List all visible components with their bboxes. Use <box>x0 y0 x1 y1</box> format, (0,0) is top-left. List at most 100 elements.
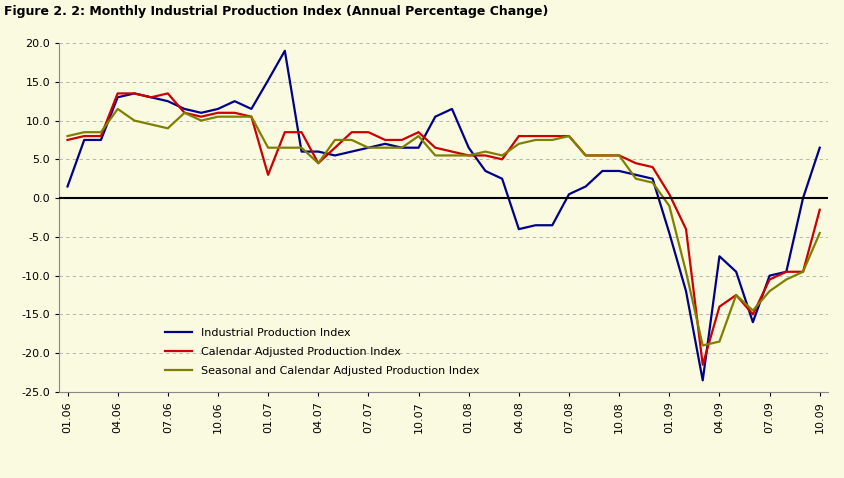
Seasonal and Calendar Adjusted Production Index <box>446 152 457 158</box>
Industrial Production Index <box>463 145 473 151</box>
Seasonal and Calendar Adjusted Production Index <box>262 145 273 151</box>
Seasonal and Calendar Adjusted Production Index <box>630 176 641 182</box>
Industrial Production Index <box>213 106 223 112</box>
Seasonal and Calendar Adjusted Production Index <box>730 292 740 298</box>
Seasonal and Calendar Adjusted Production Index <box>129 118 139 123</box>
Industrial Production Index <box>614 168 624 174</box>
Seasonal and Calendar Adjusted Production Index <box>413 133 423 139</box>
Calendar Adjusted Production Index <box>279 130 289 135</box>
Industrial Production Index <box>413 145 423 151</box>
Seasonal and Calendar Adjusted Production Index <box>146 121 156 127</box>
Seasonal and Calendar Adjusted Production Index <box>380 145 390 151</box>
Calendar Adjusted Production Index <box>413 130 423 135</box>
Industrial Production Index <box>129 90 139 96</box>
Industrial Production Index <box>697 378 707 383</box>
Line: Industrial Production Index: Industrial Production Index <box>68 51 819 380</box>
Calendar Adjusted Production Index <box>129 90 139 96</box>
Industrial Production Index <box>262 77 273 83</box>
Calendar Adjusted Production Index <box>713 304 723 310</box>
Seasonal and Calendar Adjusted Production Index <box>163 125 173 131</box>
Industrial Production Index <box>79 137 89 143</box>
Seasonal and Calendar Adjusted Production Index <box>397 145 407 151</box>
Seasonal and Calendar Adjusted Production Index <box>513 141 523 147</box>
Calendar Adjusted Production Index <box>95 133 106 139</box>
Calendar Adjusted Production Index <box>580 152 590 158</box>
Line: Seasonal and Calendar Adjusted Production Index: Seasonal and Calendar Adjusted Productio… <box>68 109 819 346</box>
Calendar Adjusted Production Index <box>79 133 89 139</box>
Calendar Adjusted Production Index <box>196 114 206 120</box>
Calendar Adjusted Production Index <box>680 226 690 232</box>
Industrial Production Index <box>146 95 156 100</box>
Calendar Adjusted Production Index <box>380 137 390 143</box>
Calendar Adjusted Production Index <box>697 362 707 368</box>
Seasonal and Calendar Adjusted Production Index <box>95 130 106 135</box>
Seasonal and Calendar Adjusted Production Index <box>680 269 690 275</box>
Industrial Production Index <box>647 176 657 182</box>
Seasonal and Calendar Adjusted Production Index <box>279 145 289 151</box>
Calendar Adjusted Production Index <box>597 152 607 158</box>
Industrial Production Index <box>296 149 306 154</box>
Seasonal and Calendar Adjusted Production Index <box>764 288 774 294</box>
Industrial Production Index <box>781 269 791 275</box>
Calendar Adjusted Production Index <box>246 114 257 120</box>
Calendar Adjusted Production Index <box>62 137 73 143</box>
Industrial Production Index <box>797 195 807 201</box>
Calendar Adjusted Production Index <box>513 133 523 139</box>
Industrial Production Index <box>446 106 457 112</box>
Seasonal and Calendar Adjusted Production Index <box>530 137 540 143</box>
Industrial Production Index <box>513 226 523 232</box>
Industrial Production Index <box>380 141 390 147</box>
Seasonal and Calendar Adjusted Production Index <box>62 133 73 139</box>
Industrial Production Index <box>814 145 824 151</box>
Seasonal and Calendar Adjusted Production Index <box>597 152 607 158</box>
Industrial Production Index <box>730 269 740 275</box>
Industrial Production Index <box>112 95 122 100</box>
Seasonal and Calendar Adjusted Production Index <box>296 145 306 151</box>
Industrial Production Index <box>713 253 723 259</box>
Calendar Adjusted Production Index <box>730 292 740 298</box>
Calendar Adjusted Production Index <box>179 110 189 116</box>
Industrial Production Index <box>313 149 323 154</box>
Calendar Adjusted Production Index <box>213 110 223 116</box>
Industrial Production Index <box>246 106 257 112</box>
Seasonal and Calendar Adjusted Production Index <box>647 180 657 185</box>
Calendar Adjusted Production Index <box>430 145 440 151</box>
Seasonal and Calendar Adjusted Production Index <box>313 160 323 166</box>
Seasonal and Calendar Adjusted Production Index <box>196 118 206 123</box>
Calendar Adjusted Production Index <box>329 145 339 151</box>
Calendar Adjusted Production Index <box>313 160 323 166</box>
Industrial Production Index <box>680 288 690 294</box>
Seasonal and Calendar Adjusted Production Index <box>346 137 356 143</box>
Industrial Production Index <box>95 137 106 143</box>
Calendar Adjusted Production Index <box>346 130 356 135</box>
Calendar Adjusted Production Index <box>479 152 490 158</box>
Seasonal and Calendar Adjusted Production Index <box>614 152 624 158</box>
Seasonal and Calendar Adjusted Production Index <box>781 277 791 282</box>
Text: Figure 2. 2: Monthly Industrial Production Index (Annual Percentage Change): Figure 2. 2: Monthly Industrial Producti… <box>4 5 548 18</box>
Calendar Adjusted Production Index <box>630 160 641 166</box>
Industrial Production Index <box>580 184 590 189</box>
Industrial Production Index <box>279 48 289 54</box>
Industrial Production Index <box>196 110 206 116</box>
Seasonal and Calendar Adjusted Production Index <box>747 308 757 314</box>
Seasonal and Calendar Adjusted Production Index <box>112 106 122 112</box>
Industrial Production Index <box>663 230 674 236</box>
Industrial Production Index <box>62 184 73 189</box>
Seasonal and Calendar Adjusted Production Index <box>713 339 723 345</box>
Industrial Production Index <box>630 172 641 178</box>
Calendar Adjusted Production Index <box>230 110 240 116</box>
Industrial Production Index <box>329 152 339 158</box>
Seasonal and Calendar Adjusted Production Index <box>580 152 590 158</box>
Seasonal and Calendar Adjusted Production Index <box>179 110 189 116</box>
Seasonal and Calendar Adjusted Production Index <box>479 149 490 154</box>
Industrial Production Index <box>346 149 356 154</box>
Calendar Adjusted Production Index <box>262 172 273 178</box>
Industrial Production Index <box>230 98 240 104</box>
Industrial Production Index <box>397 145 407 151</box>
Legend: Industrial Production Index, Calendar Adjusted Production Index, Seasonal and Ca: Industrial Production Index, Calendar Ad… <box>165 328 479 376</box>
Calendar Adjusted Production Index <box>446 149 457 154</box>
Industrial Production Index <box>163 98 173 104</box>
Seasonal and Calendar Adjusted Production Index <box>814 230 824 236</box>
Industrial Production Index <box>747 319 757 325</box>
Industrial Production Index <box>430 114 440 120</box>
